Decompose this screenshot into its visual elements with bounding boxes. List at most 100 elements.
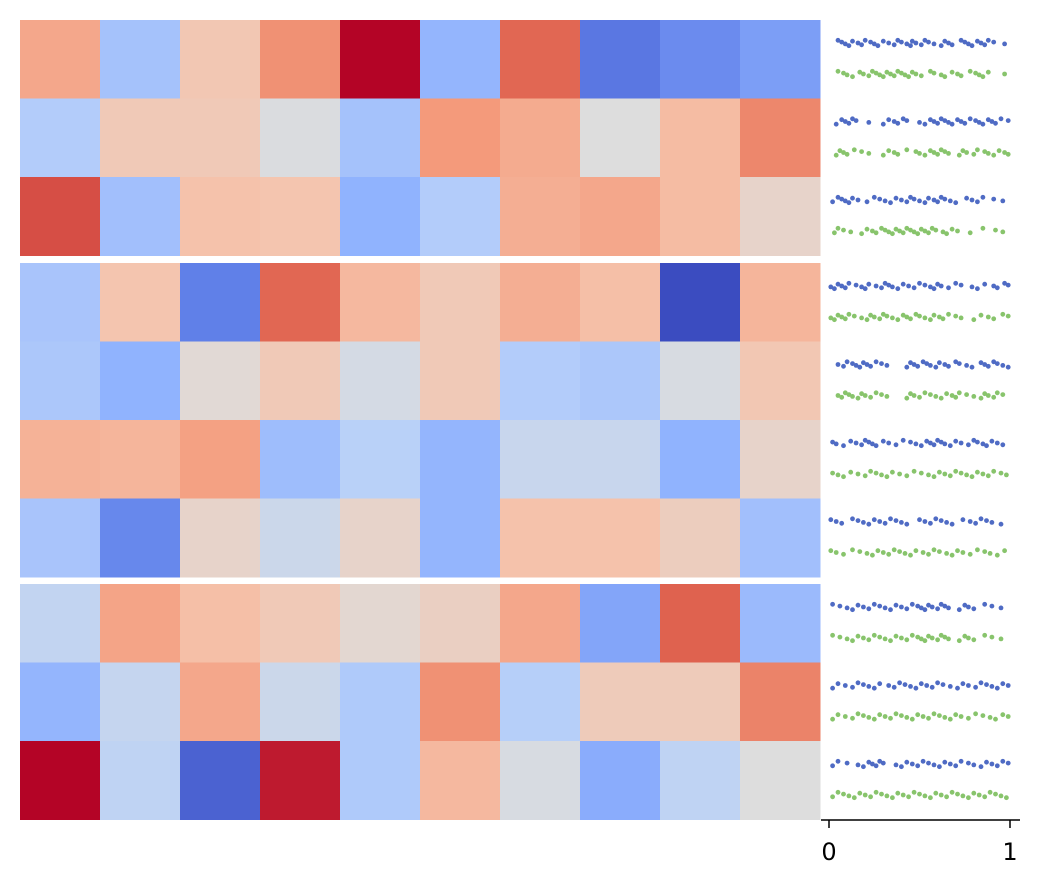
strip-point-r9-s1-3 xyxy=(846,793,852,799)
strip-point-r1-s1-24 xyxy=(971,151,977,157)
strip-point-r4-s0-12 xyxy=(904,364,910,370)
strip-point-r9-s0-12 xyxy=(904,759,910,765)
heatmap-cell-r7-c1 xyxy=(100,584,181,663)
strip-point-r9-s0-14 xyxy=(915,763,921,769)
strip-point-r1-s1-25 xyxy=(975,147,980,153)
strip-point-r8-s0-10 xyxy=(891,684,897,690)
strip-point-r0-s0-35 xyxy=(985,37,991,43)
heatmap-cell-r0-c4 xyxy=(340,20,421,99)
strip-point-r1-s1-21 xyxy=(956,152,962,158)
strip-point-r5-s0-12 xyxy=(893,442,899,448)
heatmap-cell-r3-c9 xyxy=(740,263,821,342)
strip-point-r6-s1-22 xyxy=(960,550,966,555)
strip-point-r8-s0-29 xyxy=(1000,681,1006,687)
strip-point-r4-s0-11 xyxy=(884,363,890,368)
strip-point-r8-s1-28 xyxy=(993,716,998,722)
strip-point-r3-s1-22 xyxy=(928,317,933,323)
strip-point-r5-s1-3 xyxy=(848,469,854,475)
strip-point-r3-s0-28 xyxy=(969,284,975,290)
strip-point-r5-s1-0 xyxy=(830,470,835,476)
strip-point-r6-s0-7 xyxy=(871,517,877,523)
strip-point-r4-s0-23 xyxy=(953,359,959,365)
strip-point-r9-s0-5 xyxy=(866,759,872,765)
strip-point-r0-s1-9 xyxy=(877,72,883,78)
strip-point-r2-s0-16 xyxy=(911,196,917,202)
strip-point-r7-s1-18 xyxy=(926,633,931,639)
strip-point-r7-s0-19 xyxy=(929,604,935,610)
strip-point-r0-s1-29 xyxy=(973,70,978,76)
heatmap-cell-r5-c8 xyxy=(660,420,741,499)
strip-point-r6-s0-23 xyxy=(973,520,978,526)
strip-point-r4-s0-7 xyxy=(864,362,870,367)
strip-point-r1-s0-15 xyxy=(928,117,933,123)
strip-point-r7-s0-30 xyxy=(998,605,1004,611)
strip-point-r5-s1-4 xyxy=(855,471,861,477)
strip-point-r6-s0-15 xyxy=(922,519,928,524)
strip-point-r0-s0-5 xyxy=(855,40,861,46)
strip-point-r5-s1-27 xyxy=(991,468,997,474)
strip-point-r8-s0-28 xyxy=(994,685,1000,691)
strip-point-r3-s0-30 xyxy=(982,281,988,287)
strip-point-r6-s1-24 xyxy=(975,547,980,553)
strip-point-r4-s0-25 xyxy=(964,363,969,368)
strip-point-r3-s1-28 xyxy=(958,315,964,321)
strip-point-r8-s0-23 xyxy=(966,683,971,688)
strip-point-r5-s0-4 xyxy=(853,440,859,446)
strip-point-r9-s1-27 xyxy=(976,792,982,798)
strip-point-r1-s0-4 xyxy=(850,116,855,122)
heatmap-cell-r8-c5 xyxy=(420,662,501,742)
strip-point-r9-s1-28 xyxy=(982,794,988,800)
strip-point-r6-s1-11 xyxy=(897,549,902,554)
strip-point-r4-s0-3 xyxy=(850,361,855,366)
strip-point-r8-s0-2 xyxy=(842,683,848,688)
strip-point-r8-s1-19 xyxy=(937,713,942,718)
heatmap-cell-r0-c5 xyxy=(420,20,501,99)
strip-point-r0-s0-3 xyxy=(846,43,852,49)
strip-point-r1-s0-11 xyxy=(900,116,906,122)
strip-point-r1-s1-18 xyxy=(938,147,944,153)
heatmap-cell-r8-c8 xyxy=(660,662,741,742)
strip-point-r2-s1-1 xyxy=(835,225,841,231)
strip-point-r9-s0-13 xyxy=(909,761,915,767)
strip-point-r1-s1-27 xyxy=(985,151,991,156)
strip-point-r6-s0-21 xyxy=(960,517,966,523)
strip-point-r3-s0-13 xyxy=(886,282,892,288)
strip-point-r7-s0-9 xyxy=(882,605,888,611)
strip-point-r6-s1-6 xyxy=(870,552,875,558)
strip-point-r0-s0-2 xyxy=(842,41,848,47)
strip-point-r6-s1-21 xyxy=(955,548,960,554)
heatmap-cell-r9-c0 xyxy=(20,741,101,820)
strip-point-r7-s0-16 xyxy=(918,605,924,611)
strip-point-r6-s0-2 xyxy=(839,520,845,526)
strip-point-r5-s0-24 xyxy=(953,438,959,444)
strip-point-r9-s0-22 xyxy=(958,758,964,764)
strip-point-r9-s0-25 xyxy=(978,764,984,770)
strip-point-r2-s1-31 xyxy=(1000,229,1006,235)
strip-point-r0-s1-6 xyxy=(866,73,872,79)
strip-point-r7-s1-7 xyxy=(871,632,877,638)
strip-point-r3-s0-32 xyxy=(994,285,1000,291)
strip-point-r2-s0-22 xyxy=(938,194,944,200)
strip-point-r3-s0-12 xyxy=(882,280,888,286)
strip-point-r0-s1-26 xyxy=(955,71,960,77)
strip-point-r2-s1-12 xyxy=(893,226,899,232)
strip-point-r6-s0-25 xyxy=(984,518,989,523)
strip-point-r0-s0-32 xyxy=(975,38,980,44)
strip-point-r9-s1-31 xyxy=(998,793,1004,799)
strip-point-r7-s0-10 xyxy=(888,607,893,613)
strip-point-r8-s1-14 xyxy=(909,716,915,722)
strip-point-r2-s1-30 xyxy=(993,227,998,233)
strip-point-r3-s0-33 xyxy=(1002,280,1007,286)
strip-point-r7-s1-8 xyxy=(877,634,883,640)
strip-point-r9-s0-16 xyxy=(926,760,931,766)
strip-point-r7-s1-17 xyxy=(922,638,928,644)
strip-point-r9-s1-11 xyxy=(890,795,895,801)
strip-point-r6-s1-17 xyxy=(931,547,937,553)
strip-point-r0-s0-8 xyxy=(868,39,873,45)
strip-point-r8-s0-21 xyxy=(955,685,960,691)
strip-point-r4-s0-33 xyxy=(1005,364,1011,370)
strip-point-r1-s1-2 xyxy=(841,150,846,155)
strip-point-r7-s0-18 xyxy=(926,602,931,608)
strip-point-r4-s0-30 xyxy=(991,359,997,365)
strip-point-r1-s0-24 xyxy=(962,120,968,126)
